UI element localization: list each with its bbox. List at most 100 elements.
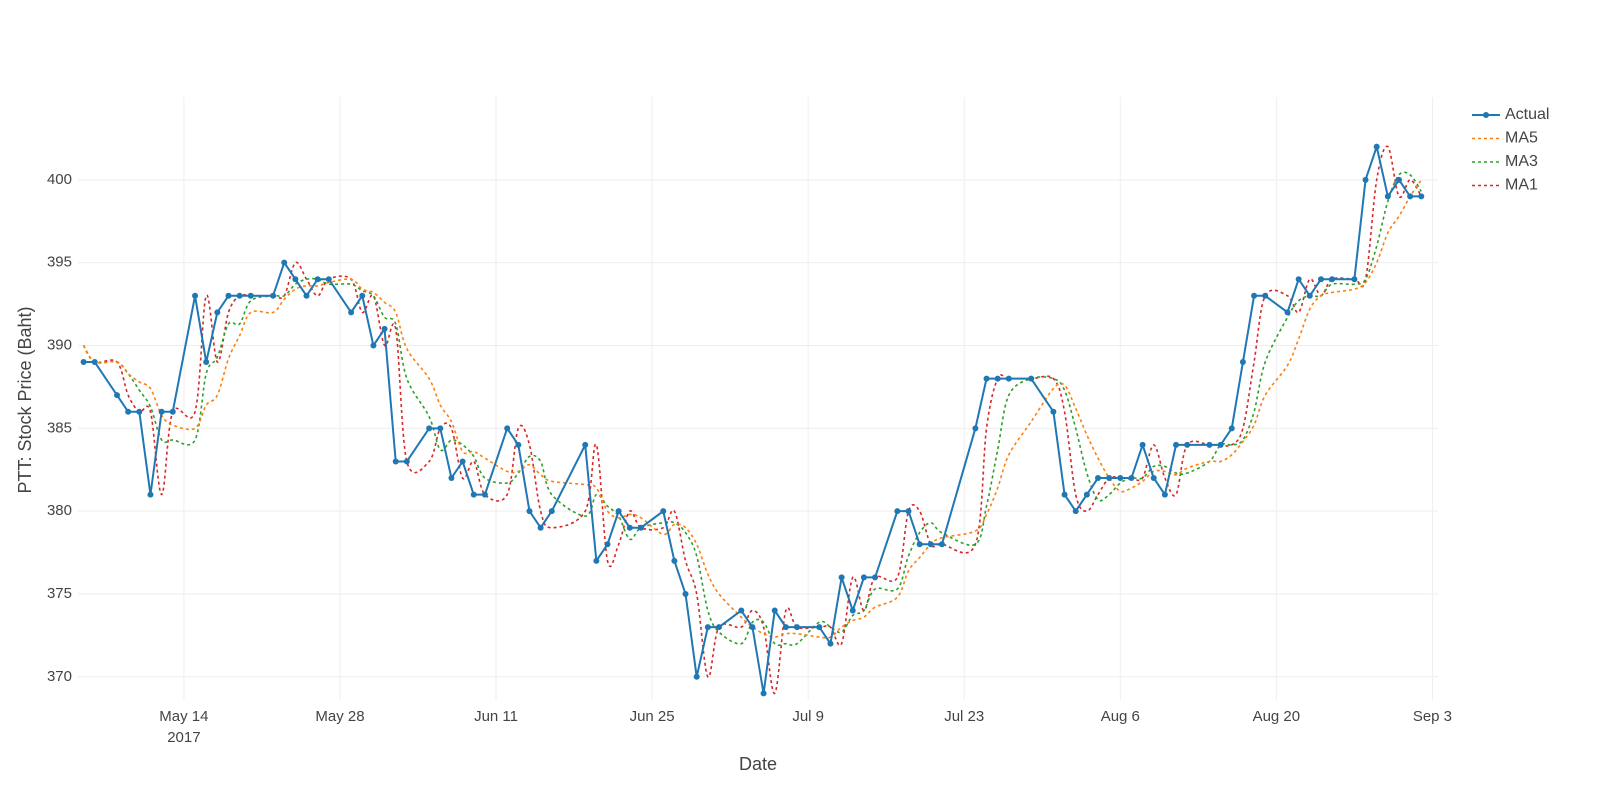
legend-label: Actual: [1505, 106, 1549, 123]
marker: [1128, 475, 1135, 482]
marker: [470, 491, 477, 498]
legend-label: MA1: [1505, 177, 1538, 194]
marker: [225, 292, 232, 299]
legend-label: MA3: [1505, 153, 1538, 170]
marker: [481, 491, 488, 498]
marker: [459, 458, 466, 465]
marker: [604, 541, 611, 548]
x-tick-label: Aug 6: [1101, 708, 1140, 725]
legend-label: MA5: [1505, 130, 1538, 147]
marker: [794, 624, 801, 631]
marker: [838, 574, 845, 581]
y-tick-label: 375: [47, 585, 72, 602]
marker: [1407, 193, 1414, 200]
marker: [80, 359, 87, 366]
series-3: [82, 145, 1422, 695]
marker: [392, 458, 399, 465]
marker: [403, 458, 410, 465]
marker: [281, 259, 288, 266]
line: [82, 145, 1422, 695]
x-tick-label: Jul 9: [792, 708, 824, 725]
series-2: [82, 171, 1422, 647]
marker: [1173, 441, 1180, 448]
marker: [849, 607, 856, 614]
marker: [894, 508, 901, 515]
y-tick-label: 380: [47, 502, 72, 519]
marker: [504, 425, 511, 432]
x-tick-label: Jul 23: [944, 708, 984, 725]
marker: [1306, 292, 1313, 299]
marker: [158, 408, 165, 415]
marker: [515, 441, 522, 448]
marker: [994, 375, 1001, 382]
marker: [236, 292, 243, 299]
marker: [927, 541, 934, 548]
marker: [1139, 441, 1146, 448]
marker: [816, 624, 823, 631]
marker: [526, 508, 533, 515]
line: [82, 171, 1422, 647]
marker: [1373, 143, 1380, 150]
y-axis-title: PTT: Stock Price (Baht): [15, 306, 35, 493]
marker: [715, 624, 722, 631]
marker: [1395, 176, 1402, 183]
series-0: [80, 142, 1425, 697]
marker: [972, 425, 979, 432]
series-1: [82, 179, 1422, 639]
marker: [872, 574, 879, 581]
marker: [303, 292, 310, 299]
marker: [615, 508, 622, 515]
marker: [1239, 359, 1246, 366]
marker: [448, 475, 455, 482]
x-tick-label: May 28: [315, 708, 364, 725]
marker: [426, 425, 433, 432]
marker: [91, 359, 98, 366]
marker: [1117, 475, 1124, 482]
marker: [782, 624, 789, 631]
x-tick-label: May 14: [159, 708, 208, 725]
marker: [1028, 375, 1035, 382]
marker: [704, 624, 711, 631]
marker: [593, 557, 600, 564]
marker: [214, 309, 221, 316]
marker: [760, 690, 767, 697]
marker: [582, 441, 589, 448]
marker: [693, 673, 700, 680]
marker: [1061, 491, 1068, 498]
marker: [370, 342, 377, 349]
marker: [637, 524, 644, 531]
x-tick-label: Jun 11: [474, 708, 518, 725]
marker: [1329, 276, 1336, 283]
marker: [1072, 508, 1079, 515]
x-tick-label: Jun 25: [630, 708, 675, 725]
marker: [169, 408, 176, 415]
marker: [203, 359, 210, 366]
y-tick-label: 370: [47, 668, 72, 685]
x-axis-title: Date: [739, 754, 777, 774]
marker: [247, 292, 254, 299]
marker: [125, 408, 132, 415]
marker: [905, 508, 912, 515]
marker: [626, 524, 633, 531]
marker: [1050, 408, 1057, 415]
marker: [192, 292, 199, 299]
marker: [827, 640, 834, 647]
marker: [682, 590, 689, 597]
marker: [983, 375, 990, 382]
marker: [1418, 193, 1425, 200]
marker: [1005, 375, 1012, 382]
marker: [749, 624, 756, 631]
legend-marker: [1483, 112, 1489, 118]
line: [82, 179, 1422, 639]
marker: [1362, 176, 1369, 183]
x-tick-label: Aug 20: [1253, 708, 1301, 725]
x-year-label: 2017: [167, 729, 200, 746]
marker: [1317, 276, 1324, 283]
y-tick-label: 390: [47, 336, 72, 353]
marker: [292, 276, 299, 283]
marker: [1161, 491, 1168, 498]
marker: [1384, 193, 1391, 200]
marker: [381, 325, 388, 332]
marker: [660, 508, 667, 515]
